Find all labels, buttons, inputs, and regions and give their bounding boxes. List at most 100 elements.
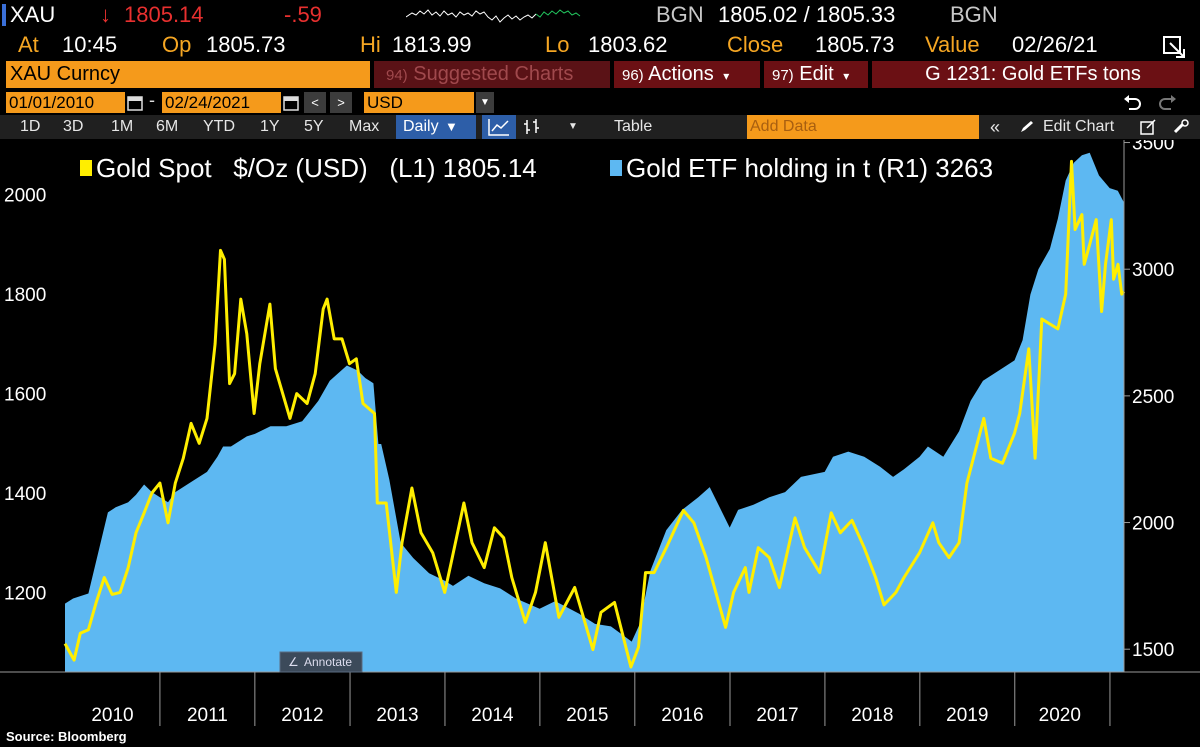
right-axis-tick-label: 3500 (1132, 140, 1174, 155)
period-1m[interactable]: 1M (111, 118, 134, 135)
frequency-dropdown[interactable]: Daily ▼ (396, 115, 476, 139)
annotate-button[interactable]: ∠ Annotate (279, 651, 363, 673)
suggested-charts-number: 94) (386, 67, 408, 84)
period-toolbar: 1D 3D 1M 6M YTD 1Y 5Y Max Daily ▼ ▼ Tabl… (0, 115, 1200, 139)
left-axis-tick-label: 1600 (4, 385, 46, 406)
last-price: 1805.14 (124, 2, 204, 27)
right-axis-tick-label: 3000 (1132, 260, 1174, 281)
currency-dropdown-icon[interactable]: ▼ (476, 92, 494, 113)
legend-swatch-gold (80, 160, 92, 176)
actions-menu[interactable]: 96) Actions ▾ (614, 61, 760, 88)
edit-number: 97) (772, 67, 794, 84)
source-note: Source: Bloomberg (6, 729, 127, 744)
undo-icon[interactable] (1122, 93, 1142, 111)
etf-holding-area (65, 152, 1124, 672)
down-arrow-icon: ↓ (100, 2, 111, 27)
legend-swatch-etf (610, 160, 622, 176)
actions-label: Actions (648, 63, 714, 85)
legend: Gold Spot $/Oz (USD) (L1) 1805.14 Gold E… (68, 146, 1038, 194)
edit-label: Edit (799, 63, 834, 85)
ohlc-bar: At 10:45 Op 1805.73 Hi 1813.99 Lo 1803.6… (0, 32, 1200, 60)
x-axis-tick-label: 2017 (756, 705, 798, 726)
x-axis-tick-label: 2015 (566, 705, 608, 726)
redo-icon[interactable] (1158, 93, 1178, 111)
x-axis-tick-label: 2018 (851, 705, 893, 726)
actions-number: 96) (622, 67, 644, 84)
period-6m[interactable]: 6M (156, 118, 179, 135)
line-chart-button[interactable] (482, 115, 516, 139)
x-axis-tick-label: 2010 (91, 705, 133, 726)
close-label: Close (727, 32, 784, 57)
start-date-field[interactable]: 01/01/2010 (6, 92, 125, 113)
chart-title: G 1231: Gold ETFs tons (872, 61, 1194, 88)
bar-chart-icon[interactable] (522, 118, 544, 136)
legend-background (68, 146, 1038, 194)
x-axis-tick-label: 2014 (471, 705, 514, 726)
bid-ask-source: BGN (656, 2, 704, 27)
value-label: Value (925, 32, 980, 57)
period-max[interactable]: Max (349, 118, 380, 135)
chart: 1200 1400 1600 1800 2000 1500 2000 2500 3000 3500… (0, 140, 1200, 730)
calendar-icon[interactable] (283, 94, 299, 111)
at-value: 10:45 (62, 32, 118, 57)
line-chart-icon (488, 119, 509, 136)
x-axis-tick-label: 2016 (661, 705, 703, 726)
period-ytd[interactable]: YTD (203, 118, 235, 135)
edit-chart-button[interactable]: Edit Chart (1043, 118, 1115, 135)
x-axis-tick-label: 2019 (946, 705, 988, 726)
low-label: Lo (545, 32, 570, 57)
etf-area-group (65, 152, 1124, 672)
next-period-button[interactable]: > (330, 92, 352, 113)
period-1d[interactable]: 1D (20, 118, 41, 135)
period-5y[interactable]: 5Y (304, 118, 324, 135)
axes: 1200 1400 1600 1800 2000 1500 2000 2500 3000 3500… (0, 140, 1200, 726)
period-3d[interactable]: 3D (63, 118, 84, 135)
add-data-input[interactable]: Add Data (747, 115, 979, 139)
pencil-icon (1021, 121, 1033, 132)
edit-dropdown-icon: ▾ (843, 69, 850, 83)
annotate-button-bg[interactable] (279, 651, 363, 673)
security-field[interactable]: XAU Curncy (6, 61, 370, 88)
open-value: 1805.73 (206, 32, 286, 57)
right-axis-tick-label: 2500 (1132, 387, 1174, 408)
left-axis-tick-label: 1800 (4, 285, 46, 306)
expand-icon[interactable] (1162, 35, 1188, 59)
legend-label-etf: Gold ETF holding in t (R1) 3263 (626, 153, 993, 183)
end-date-field[interactable]: 02/24/2021 (162, 92, 281, 113)
low-value: 1803.62 (588, 32, 668, 57)
chevron-down-icon: ▼ (445, 119, 458, 134)
right-axis-tick-label: 1500 (1132, 640, 1174, 661)
gold-line-group (63, 159, 1126, 669)
date-separator: - (149, 90, 155, 110)
table-button[interactable]: Table (614, 118, 653, 135)
left-axis-tick-label: 1400 (4, 484, 46, 505)
annotate-tool-icon[interactable] (1140, 119, 1158, 135)
x-axis-tick-label: 2020 (1039, 705, 1081, 726)
settings-icon[interactable] (1172, 119, 1190, 135)
gold-spot-line (63, 159, 1126, 669)
chart-type-dropdown-icon[interactable]: ▼ (568, 121, 578, 132)
edit-menu[interactable]: 97) Edit ▾ (764, 61, 868, 88)
collapse-icon[interactable]: « (990, 117, 1001, 137)
value-date: 02/26/21 (1012, 32, 1098, 57)
bid-ask: 1805.02 / 1805.33 (718, 2, 896, 27)
right-axis-tick-label: 2000 (1132, 514, 1174, 535)
price-change: -.59 (284, 2, 322, 27)
annotate-pencil-icon: ∠ (288, 655, 299, 669)
suggested-charts-button[interactable]: 94) Suggested Charts (374, 61, 610, 88)
currency-field[interactable]: USD (364, 92, 474, 113)
actions-dropdown-icon: ▾ (723, 69, 730, 83)
suggested-charts-label: Suggested Charts (413, 63, 574, 85)
legend-label-gold: Gold Spot $/Oz (USD) (L1) 1805.14 (96, 153, 537, 183)
calendar-icon[interactable] (127, 94, 143, 111)
date-range-bar: 01/01/2010 - 02/24/2021 < > USD ▼ (0, 90, 1200, 114)
left-axis-tick-label: 2000 (4, 186, 46, 207)
bid-ask-source-2: BGN (950, 2, 998, 27)
frequency-label: Daily (403, 118, 439, 135)
ticker-marker (2, 4, 6, 26)
at-label: At (18, 32, 39, 57)
open-label: Op (162, 32, 192, 57)
period-1y[interactable]: 1Y (260, 118, 280, 135)
close-value: 1805.73 (815, 32, 895, 57)
prev-period-button[interactable]: < (304, 92, 326, 113)
